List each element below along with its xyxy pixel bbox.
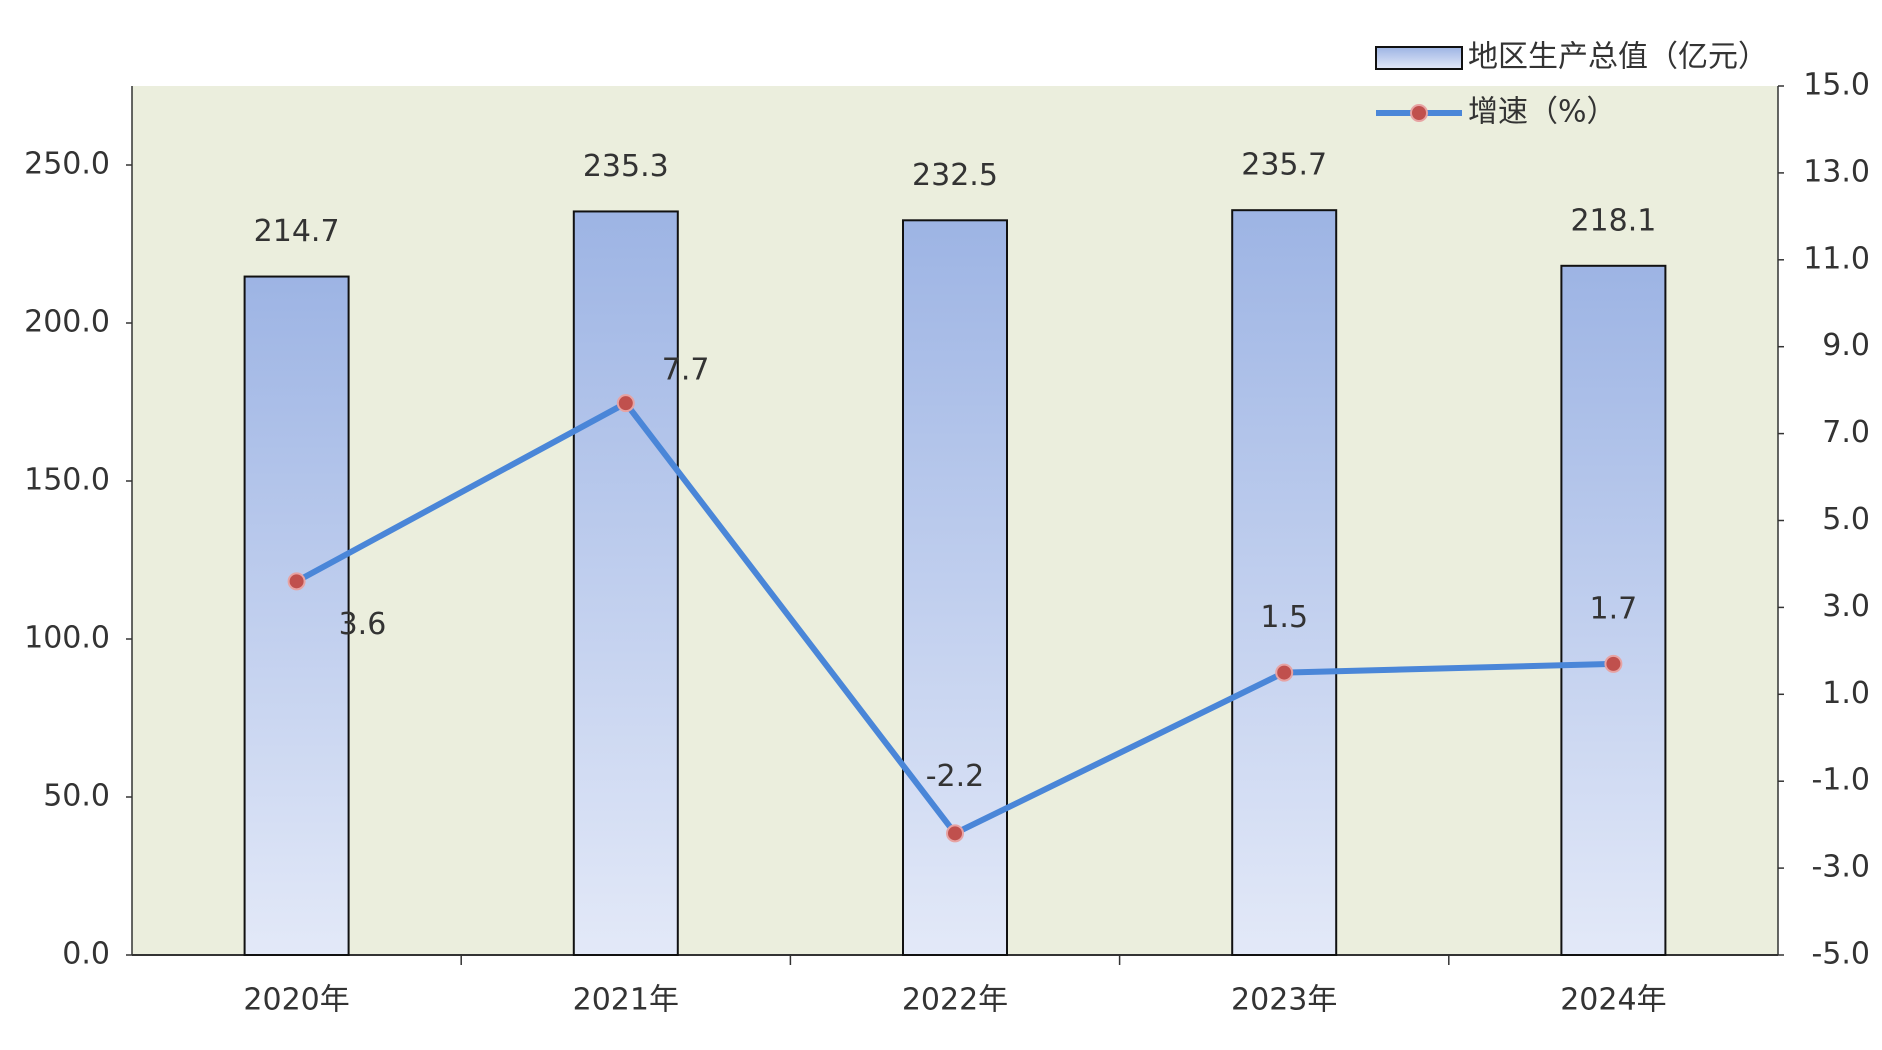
y-tick-label: 150.0 [24,463,110,498]
line-value-label: -2.2 [926,759,985,794]
bar-value-label: 218.1 [1570,203,1656,238]
y2-tick-label: 5.0 [1822,502,1870,537]
line-marker [287,572,306,591]
y2-tick-label: 3.0 [1822,589,1870,624]
line-value-label: 3.6 [339,607,387,642]
y-tick-label: 200.0 [24,305,110,340]
y2-tick-label: 1.0 [1822,676,1870,711]
line-marker [1604,654,1623,673]
legend-marker [1410,104,1428,122]
y-tick-label: 0.0 [62,937,110,972]
x-tick-label: 2023年 [1231,983,1337,1018]
y2-tick-label: 11.0 [1803,241,1870,276]
legend-label: 地区生产总值（亿元） [1468,40,1768,75]
bar [1560,264,1667,956]
bar-value-label: 232.5 [912,158,998,193]
bar-value-label: 214.7 [254,214,340,249]
bar [572,210,679,956]
bar-value-label: 235.3 [583,149,669,184]
x-tick-label: 2020年 [243,983,349,1018]
x-tick-label: 2021年 [573,983,679,1018]
y2-tick-label: -3.0 [1811,850,1870,885]
line-marker [946,824,964,843]
y2-tick-label: 9.0 [1822,328,1870,363]
x-tick-label: 2022年 [902,983,1008,1018]
line-value-label: 1.5 [1260,600,1308,635]
line-marker [616,394,635,413]
legend-label: 增速（%） [1468,95,1617,130]
bar [902,219,1008,957]
y2-tick-label: 13.0 [1803,154,1870,189]
y2-tick-label: 15.0 [1803,68,1870,103]
x-tick-label: 2024年 [1560,983,1666,1018]
y2-tick-label: -1.0 [1811,763,1870,798]
bar-value-label: 235.7 [1241,148,1327,183]
y2-tick-label: -5.0 [1811,937,1870,972]
legend-swatch [1375,46,1463,70]
line-value-label: 7.7 [662,353,710,388]
y-tick-label: 50.0 [43,779,110,814]
line-marker [1275,663,1294,682]
bar [1231,209,1338,957]
y-tick-label: 250.0 [24,147,110,182]
bar [243,275,350,957]
line-value-label: 1.7 [1590,591,1638,626]
y-tick-label: 100.0 [24,621,110,656]
y2-tick-label: 7.0 [1822,415,1870,450]
